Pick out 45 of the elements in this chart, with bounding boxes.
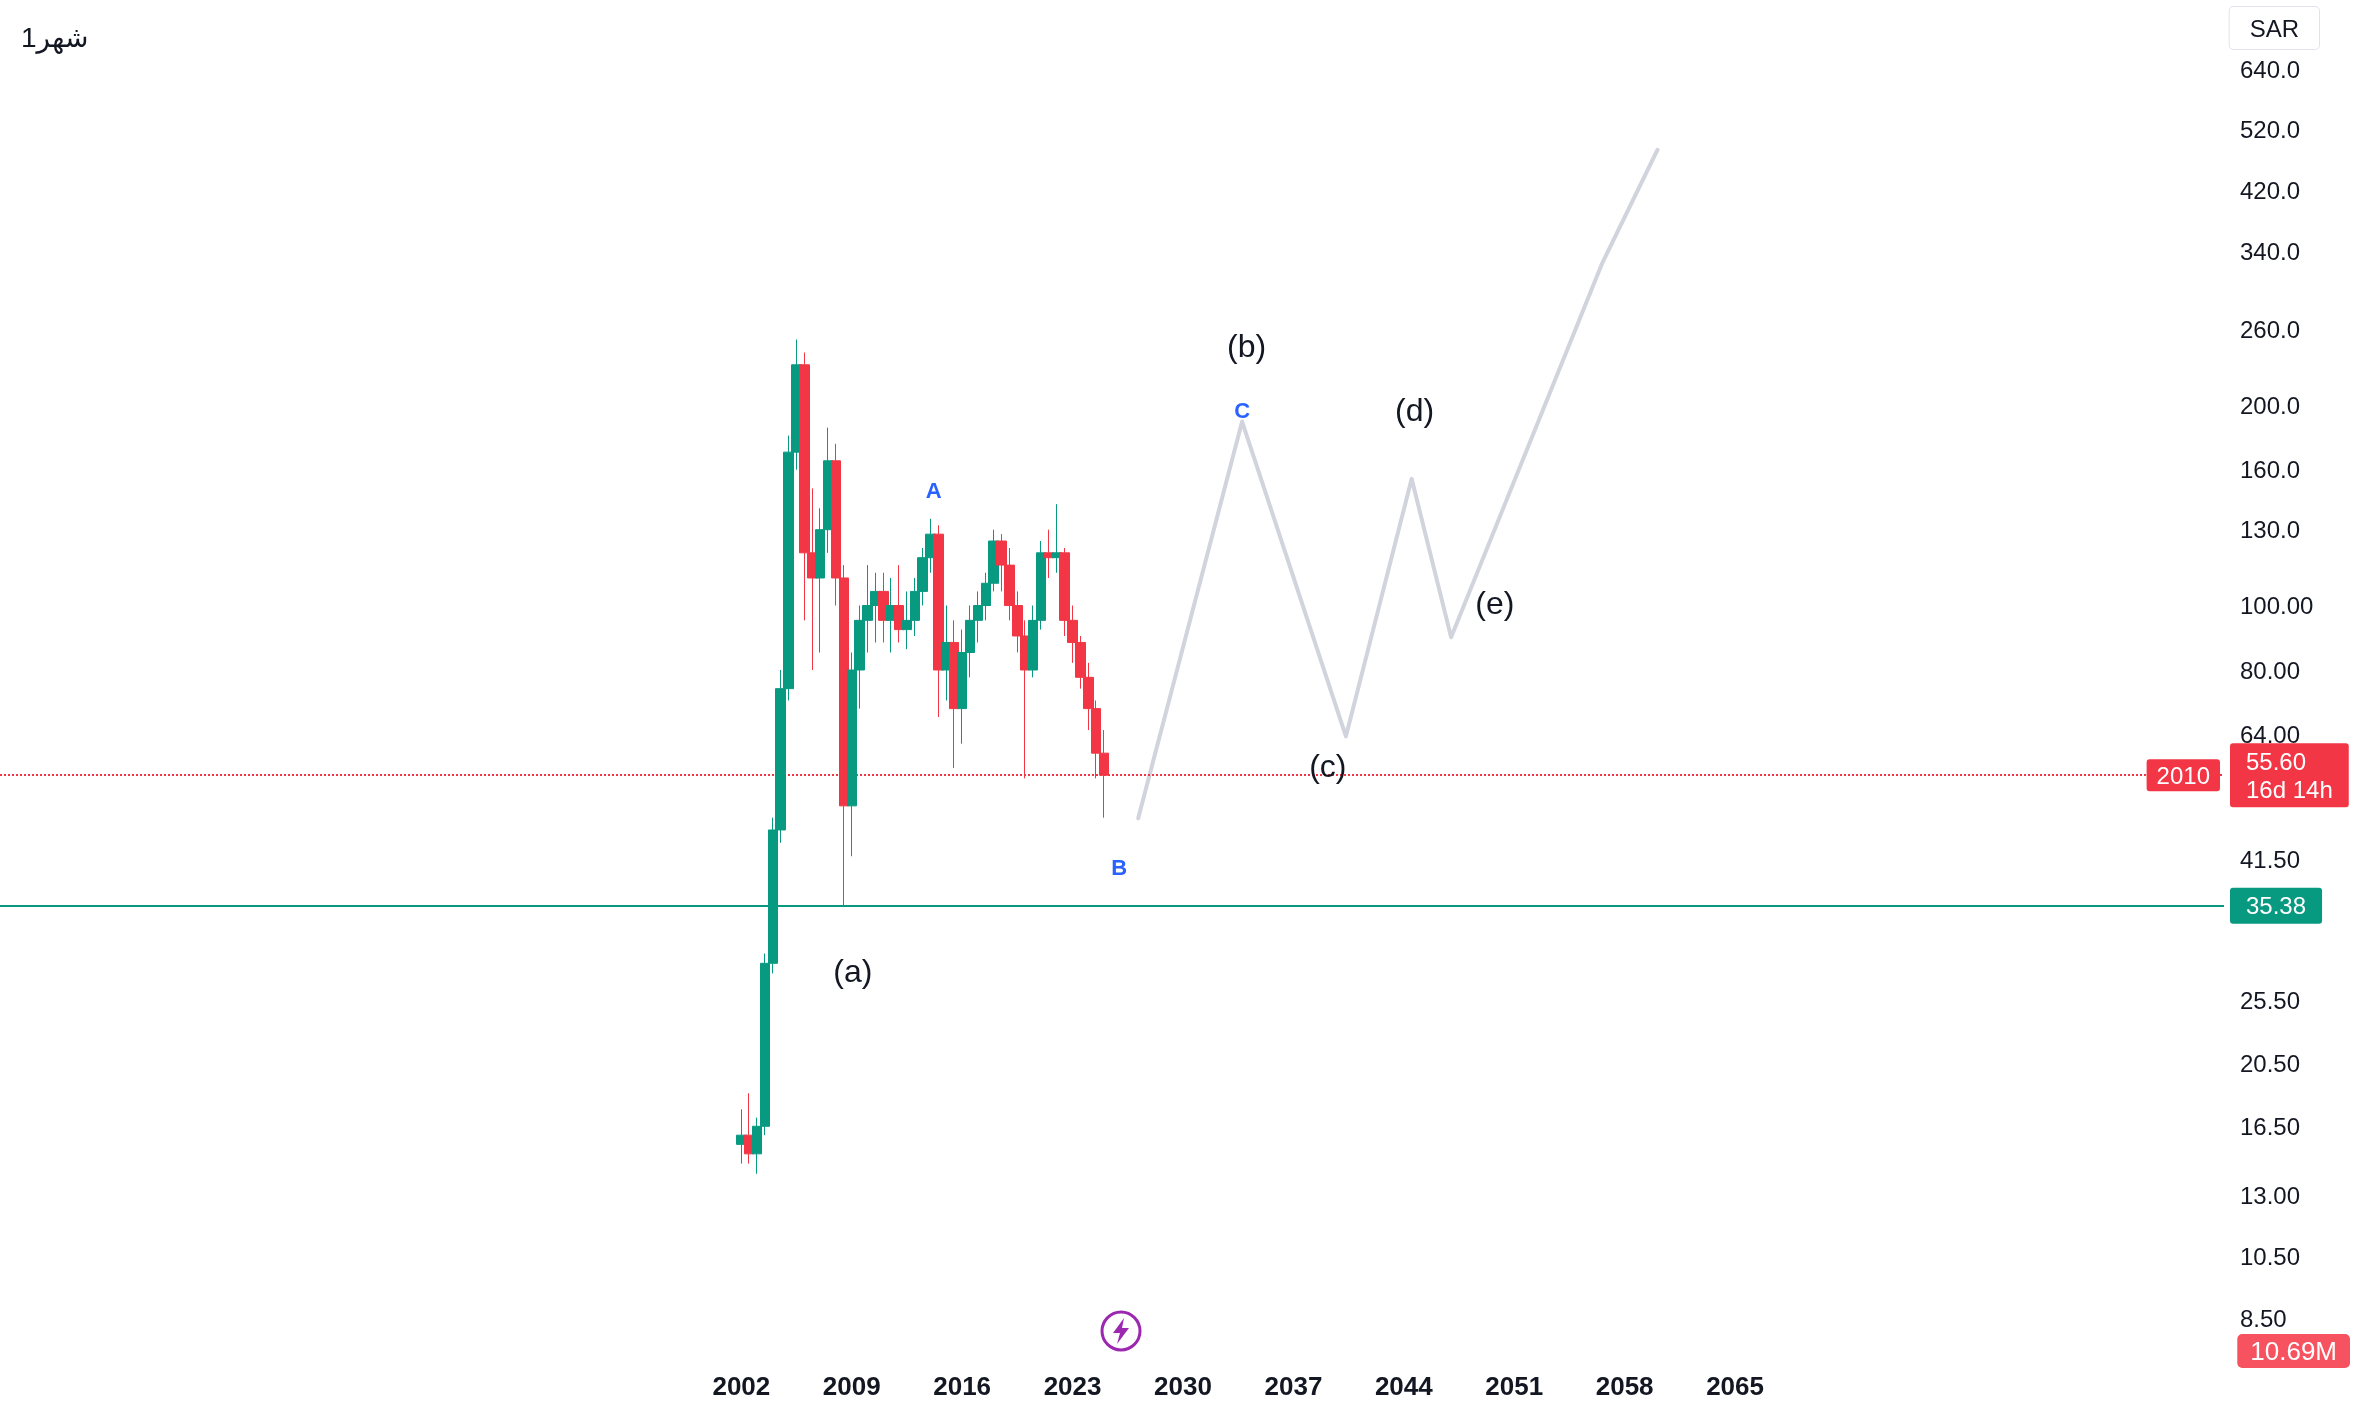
candlestick <box>894 564 904 643</box>
y-tick-label: 64.00 <box>2240 721 2301 749</box>
y-tick-label: 130.0 <box>2240 516 2301 544</box>
text: SAR <box>2249 14 2300 42</box>
x-tick-label: 2023 <box>1043 1371 1102 1401</box>
line-series <box>1136 147 1660 821</box>
y-tick-label: 640.0 <box>2240 55 2301 83</box>
y-tick-label: 80.00 <box>2240 656 2301 684</box>
annotation: A <box>925 477 942 503</box>
y-tick-label: 160.0 <box>2240 456 2301 484</box>
y-tick-label: 20.50 <box>2240 1050 2301 1078</box>
candlestick <box>933 524 944 718</box>
annotation: (e) <box>1475 584 1515 621</box>
x-tick-label: 2030 <box>1154 1371 1212 1401</box>
y-tick-label: 10.50 <box>2240 1243 2301 1271</box>
annotation: C <box>1234 398 1251 424</box>
annotation: 2010 <box>2156 761 2210 789</box>
y-tick-label: 13.00 <box>2240 1181 2301 1209</box>
ref-line-label: 35.38 <box>2246 892 2307 920</box>
y-tick-label: 260.0 <box>2240 315 2301 343</box>
annotation: (c) <box>1309 748 1347 785</box>
x-tick-label: 2044 <box>1374 1371 1434 1401</box>
x-tick-label: 2058 <box>1595 1371 1654 1401</box>
y-tick-label: 200.0 <box>2240 391 2301 419</box>
y-tick-label: 520.0 <box>2240 115 2301 143</box>
y-tick-label: 16.50 <box>2240 1112 2301 1140</box>
ref-line-label: 55.60 16d 14h <box>2246 747 2333 803</box>
y-tick-label: 340.0 <box>2240 238 2301 266</box>
x-tick-label: 2002 <box>712 1371 771 1401</box>
chart-title: 1شهر <box>21 21 89 54</box>
y-tick-label: 420.0 <box>2240 177 2301 205</box>
x-tick-label: 2009 <box>822 1371 881 1401</box>
y-tick-label: 8.50 <box>2240 1304 2287 1332</box>
x-tick-label: 2037 <box>1264 1371 1323 1401</box>
y-tick-label: 100.00 <box>2240 592 2314 620</box>
y-tick-label: 41.50 <box>2240 846 2301 874</box>
annotation: (b) <box>1227 328 1267 365</box>
text: 10.69M <box>2250 1336 2338 1366</box>
x-tick-label: 2016 <box>933 1371 992 1401</box>
y-tick-label: 25.50 <box>2240 986 2301 1014</box>
x-tick-label: 2065 <box>1706 1371 1764 1401</box>
annotation: (d) <box>1395 391 1435 428</box>
x-tick-label: 2051 <box>1485 1371 1544 1401</box>
annotation: (a) <box>833 952 873 989</box>
annotation: B <box>1111 854 1128 880</box>
